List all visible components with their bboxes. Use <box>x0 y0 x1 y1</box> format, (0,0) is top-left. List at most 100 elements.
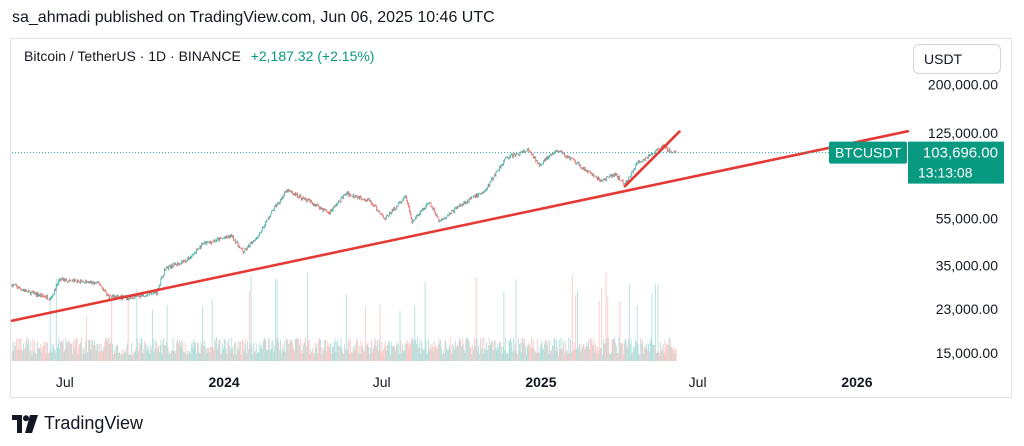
volume-bar <box>433 351 435 361</box>
volume-bar <box>294 338 296 361</box>
volume-bar <box>164 345 165 361</box>
volume-bar <box>363 350 365 361</box>
volume-bar <box>475 276 477 361</box>
volume-bar <box>393 345 395 361</box>
volume-bar <box>67 342 69 361</box>
volume-bar <box>386 345 388 361</box>
volume-bar <box>54 350 56 361</box>
volume-bar <box>242 340 244 361</box>
volume-bar <box>665 350 667 361</box>
volume-bar <box>13 350 15 361</box>
volume-bar <box>228 345 230 361</box>
volume-bar <box>654 345 655 361</box>
volume-bar <box>263 338 265 361</box>
volume-bar <box>496 350 498 361</box>
volume-bar <box>273 352 275 361</box>
volume-bar <box>546 345 548 361</box>
volume-bar <box>527 342 529 361</box>
volume-bar <box>580 352 582 361</box>
volume-bar <box>650 337 652 361</box>
volume-bar <box>452 343 454 361</box>
volume-bar <box>486 342 488 361</box>
volume-bar <box>279 349 281 361</box>
volume-bar <box>340 338 342 361</box>
volume-bar <box>651 293 653 361</box>
volume-bar <box>507 354 509 361</box>
volume-bar <box>632 351 634 361</box>
volume-bar <box>11 351 13 361</box>
volume-bar <box>605 272 607 361</box>
volume-bar <box>529 345 531 361</box>
volume-bar <box>478 345 480 361</box>
volume-bar <box>289 340 291 361</box>
trendline-1[interactable] <box>10 129 910 323</box>
volume-bar <box>225 348 227 361</box>
volume-bar <box>656 352 658 361</box>
volume-bar <box>513 350 515 361</box>
volume-bar <box>58 337 60 361</box>
volume-bar <box>658 352 660 361</box>
volume-bar <box>648 351 650 361</box>
volume-bar <box>624 340 626 361</box>
volume-bar <box>177 339 178 361</box>
volume-bar <box>447 349 449 361</box>
volume-bar <box>311 352 313 361</box>
volume-bar <box>534 352 536 361</box>
volume-bar <box>231 348 233 361</box>
volume-bar <box>508 340 510 361</box>
volume-bar <box>287 343 289 361</box>
volume-bar <box>671 347 673 361</box>
tradingview-logo[interactable]: TradingView <box>12 413 143 434</box>
volume-bar <box>459 337 461 361</box>
volume-bar <box>203 345 204 361</box>
volume-bar <box>300 350 302 361</box>
trendline-2[interactable] <box>623 130 681 188</box>
volume-bar <box>530 347 532 361</box>
volume-bar <box>309 354 311 361</box>
volume-bar <box>333 342 335 361</box>
volume-bar <box>377 350 379 361</box>
volume-bar <box>210 346 212 361</box>
volume-bar <box>200 345 202 361</box>
volume-bar <box>466 338 468 361</box>
volume-bar <box>52 344 54 361</box>
volume-bar <box>16 349 18 361</box>
volume-bar <box>35 354 37 361</box>
volume-bar <box>369 354 371 361</box>
volume-bar <box>493 350 494 361</box>
volume-bar <box>238 350 240 361</box>
volume-bar <box>435 348 437 361</box>
volume-bar <box>520 352 522 361</box>
volume-bar <box>349 353 351 361</box>
volume-bar <box>562 347 564 361</box>
volume-bar <box>592 345 594 361</box>
volume-bar <box>441 354 443 361</box>
volume-bar <box>208 347 210 361</box>
volume-bar <box>608 337 610 361</box>
volume-bar <box>368 347 370 361</box>
volume-bar <box>113 349 115 361</box>
volume-bar <box>216 337 217 361</box>
x-tick-label: Jul <box>689 374 707 390</box>
volume-bar <box>235 354 237 361</box>
volume-bar <box>673 347 674 361</box>
volume-bar <box>615 342 616 361</box>
volume-bar <box>434 341 436 361</box>
volume-bar <box>297 339 299 361</box>
currency-selector[interactable]: USDT <box>913 44 1001 74</box>
volume-bar <box>183 351 185 361</box>
volume-bar <box>23 347 25 361</box>
volume-bar <box>659 353 661 361</box>
volume-bar <box>280 340 281 361</box>
volume-bar <box>645 346 647 361</box>
volume-bar <box>61 340 62 361</box>
volume-bar <box>40 343 42 361</box>
volume-bar <box>378 340 380 361</box>
volume-bar <box>188 350 190 361</box>
volume-bar <box>366 344 368 361</box>
volume-bar <box>370 347 371 361</box>
volume-bar <box>64 348 66 361</box>
volume-bar <box>361 347 363 361</box>
volume-bar <box>199 354 201 361</box>
